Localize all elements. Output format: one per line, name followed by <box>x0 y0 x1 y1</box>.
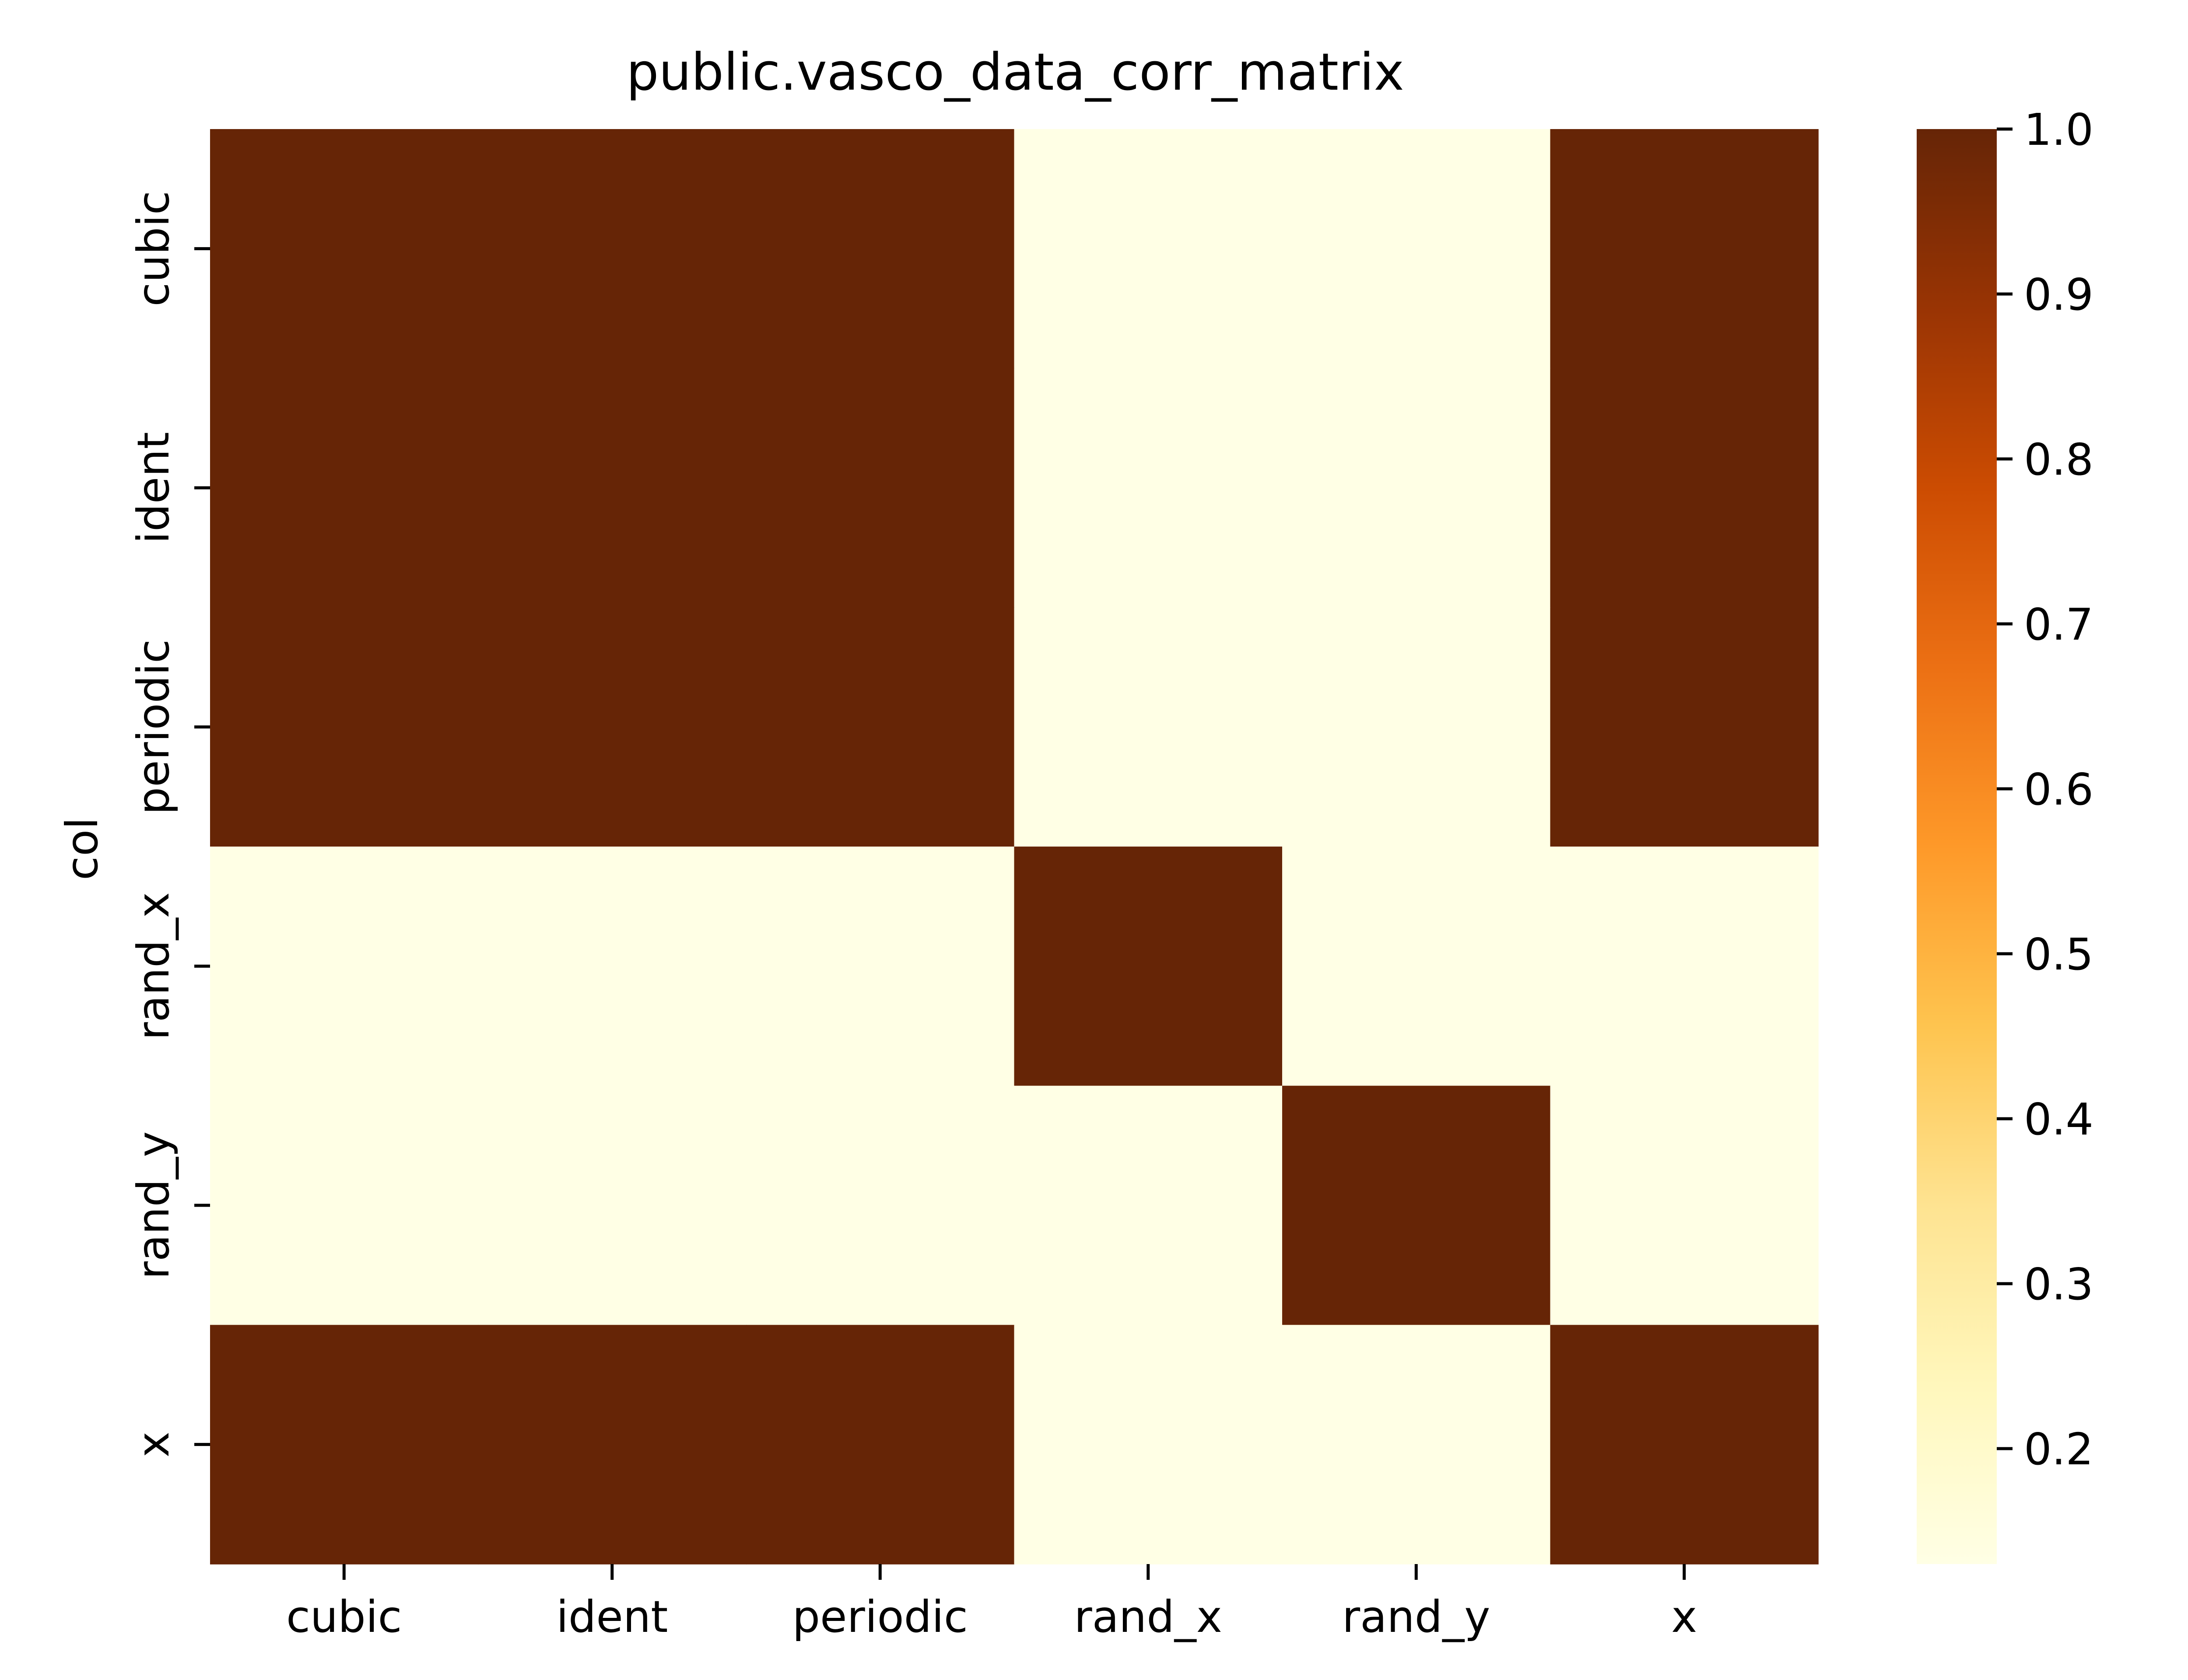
colorbar-gradient <box>1917 129 1997 1564</box>
colorbar-tick-label-0.8: 0.8 <box>2024 434 2093 485</box>
heatmap-cell-ident-rand_x <box>1014 368 1283 608</box>
heatmap-cell-periodic-rand_y <box>1282 607 1551 847</box>
colorbar-ticks: 0.2 0.3 0.4 0.5 0.6 0.7 0.8 0.9 1.0 <box>1997 104 2093 1475</box>
x-tick-label-ident: ident <box>556 1591 668 1642</box>
y-axis: cubic ident periodic rand_x rand_yx <box>128 191 210 1457</box>
heatmap-cell-rand_y-rand_x <box>1014 1085 1283 1326</box>
heatmap-cell-periodic-periodic <box>746 607 1015 847</box>
y-tick-label-periodic: periodic <box>128 639 179 815</box>
heatmap-cell-periodic-ident <box>478 607 747 847</box>
x-tick-label-x: x <box>1671 1591 1697 1642</box>
heatmap-cell-rand_x-cubic <box>210 847 479 1086</box>
colorbar-tick-label-0.9: 0.9 <box>2024 269 2093 320</box>
chart-title: public.vasco_data_corr_matrix <box>626 42 1404 102</box>
heatmap-cells <box>210 129 1819 1564</box>
heatmap-cell-rand_x-rand_x <box>1014 847 1283 1086</box>
x-tick-label-rand_y: rand_y <box>1342 1591 1490 1642</box>
heatmap-cell-rand_y-x <box>1550 1085 1819 1326</box>
colorbar-tick-label-0.3: 0.3 <box>2024 1259 2093 1310</box>
y-axis-label: col <box>56 817 108 880</box>
heatmap-cell-periodic-rand_x <box>1014 607 1283 847</box>
heatmap-cell-rand_x-rand_y <box>1282 847 1551 1086</box>
heatmap-cell-ident-periodic <box>746 368 1015 608</box>
colorbar: 0.2 0.3 0.4 0.5 0.6 0.7 0.8 0.9 1.0 <box>1917 104 2093 1564</box>
heatmap-cell-rand_y-rand_y <box>1282 1085 1551 1326</box>
heatmap-cell-x-x <box>1550 1325 1819 1564</box>
heatmap-cell-ident-cubic <box>210 368 479 608</box>
heatmap-cell-rand_y-ident <box>478 1085 747 1326</box>
heatmap-cell-cubic-x <box>1550 129 1819 369</box>
heatmap-cell-ident-rand_y <box>1282 368 1551 608</box>
y-tick-label-rand_y: rand_y <box>128 1131 179 1279</box>
y-tick-label-ident: ident <box>128 432 179 543</box>
heatmap-cell-cubic-ident <box>478 129 747 369</box>
colorbar-tick-label-1.0: 1.0 <box>2024 104 2093 155</box>
y-tick-label-cubic: cubic <box>128 191 179 307</box>
y-tick-label-rand_x: rand_x <box>128 892 179 1040</box>
heatmap-cell-x-rand_x <box>1014 1325 1283 1564</box>
heatmap-cell-ident-x <box>1550 368 1819 608</box>
heatmap-cell-x-rand_y <box>1282 1325 1551 1564</box>
y-tick-label-x: x <box>128 1432 179 1457</box>
x-tick-label-periodic: periodic <box>792 1591 968 1642</box>
heatmap-cell-x-cubic <box>210 1325 479 1564</box>
heatmap-cell-periodic-x <box>1550 607 1819 847</box>
colorbar-tick-label-0.4: 0.4 <box>2024 1094 2093 1145</box>
heatmap-cell-ident-ident <box>478 368 747 608</box>
x-axis: cubic ident periodic rand_x rand_y x <box>286 1564 1697 1642</box>
heatmap-cell-cubic-rand_y <box>1282 129 1551 369</box>
heatmap-cell-periodic-cubic <box>210 607 479 847</box>
colorbar-tick-label-0.7: 0.7 <box>2024 599 2093 650</box>
heatmap-cell-x-periodic <box>746 1325 1015 1564</box>
heatmap-cell-rand_y-cubic <box>210 1085 479 1326</box>
heatmap-cell-rand_x-periodic <box>746 847 1015 1086</box>
x-tick-label-cubic: cubic <box>286 1591 402 1642</box>
colorbar-tick-label-0.5: 0.5 <box>2024 929 2093 980</box>
heatmap-cell-cubic-cubic <box>210 129 479 369</box>
heatmap-cell-rand_x-ident <box>478 847 747 1086</box>
heatmap-cell-cubic-rand_x <box>1014 129 1283 369</box>
heatmap-cell-rand_x-x <box>1550 847 1819 1086</box>
colorbar-tick-label-0.6: 0.6 <box>2024 764 2093 815</box>
heatmap-cell-cubic-periodic <box>746 129 1015 369</box>
x-tick-label-rand_x: rand_x <box>1074 1591 1222 1642</box>
colorbar-tick-label-0.2: 0.2 <box>2024 1424 2093 1475</box>
heatmap-cell-x-ident <box>478 1325 747 1564</box>
heatmap-cell-rand_y-periodic <box>746 1085 1015 1326</box>
